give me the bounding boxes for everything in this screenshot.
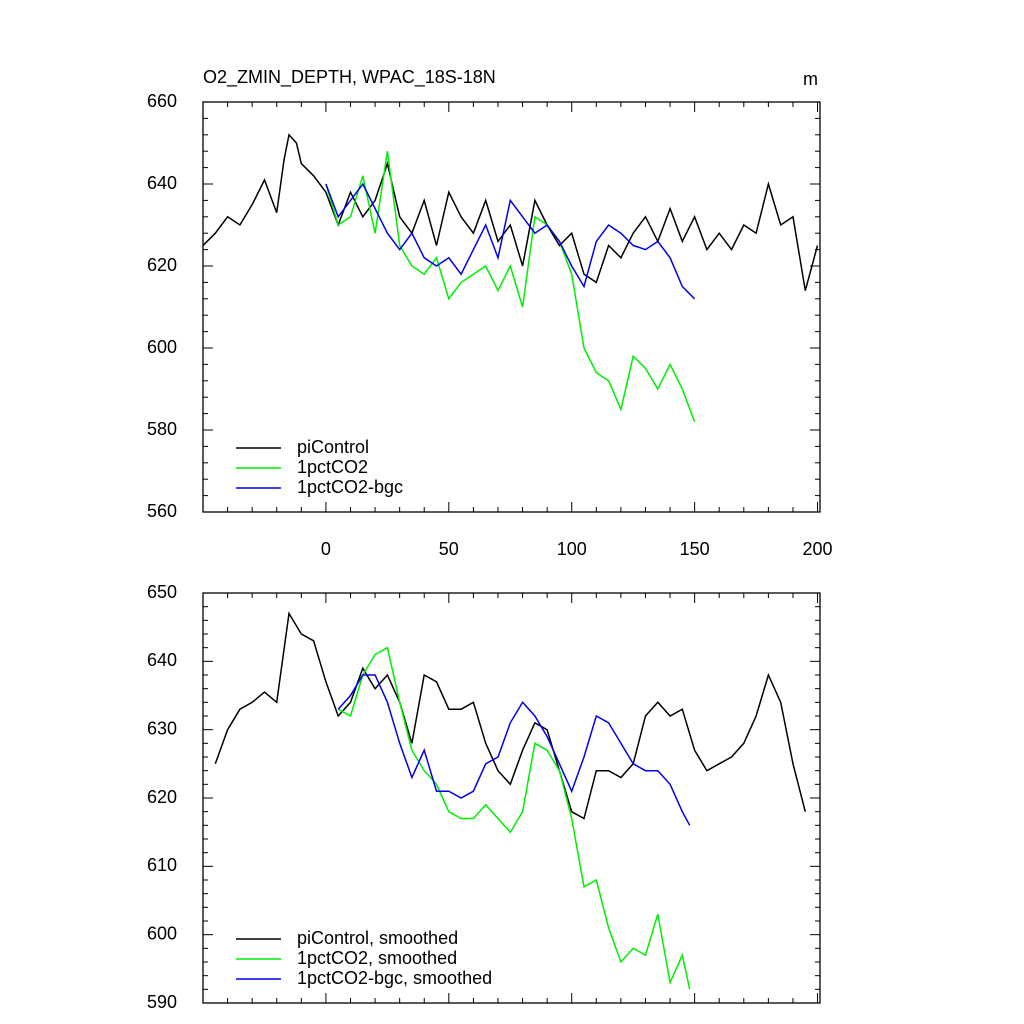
- legend-label: 1pctCO2-bgc, smoothed: [297, 968, 492, 988]
- data-line: [337, 674, 691, 826]
- y-tick-label: 620: [147, 787, 177, 807]
- y-tick-label: 660: [147, 91, 177, 111]
- x-tick-label: 50: [439, 539, 459, 559]
- data-line: [337, 646, 691, 990]
- legend-label: 1pctCO2: [297, 457, 368, 477]
- y-tick-label: 630: [147, 718, 177, 738]
- y-tick-label: 620: [147, 255, 177, 275]
- data-line: [214, 611, 807, 820]
- y-tick-label: 650: [147, 582, 177, 602]
- x-tick-label: 0: [321, 539, 331, 559]
- data-line: [202, 133, 819, 291]
- x-tick-label: 100: [557, 539, 587, 559]
- legend-label: 1pctCO2, smoothed: [297, 948, 457, 968]
- y-tick-label: 610: [147, 855, 177, 875]
- legend-label: piControl: [297, 437, 369, 457]
- chart-title: O2_ZMIN_DEPTH, WPAC_18S-18N: [203, 67, 496, 88]
- y-tick-label: 640: [147, 173, 177, 193]
- y-tick-label: 640: [147, 650, 177, 670]
- plot-frame: [202, 101, 821, 513]
- legend-label: piControl, smoothed: [297, 928, 458, 948]
- legend-label: 1pctCO2-bgc: [297, 477, 403, 497]
- y-tick-label: 580: [147, 419, 177, 439]
- data-line: [325, 151, 696, 423]
- y-tick-label: 590: [147, 992, 177, 1012]
- units-label: m: [803, 69, 818, 89]
- plot-frame: [202, 592, 821, 1004]
- y-tick-label: 600: [147, 923, 177, 943]
- data-line: [325, 182, 696, 300]
- y-tick-label: 600: [147, 337, 177, 357]
- y-tick-label: 560: [147, 501, 177, 521]
- x-tick-label: 200: [803, 539, 833, 559]
- x-tick-label: 150: [680, 539, 710, 559]
